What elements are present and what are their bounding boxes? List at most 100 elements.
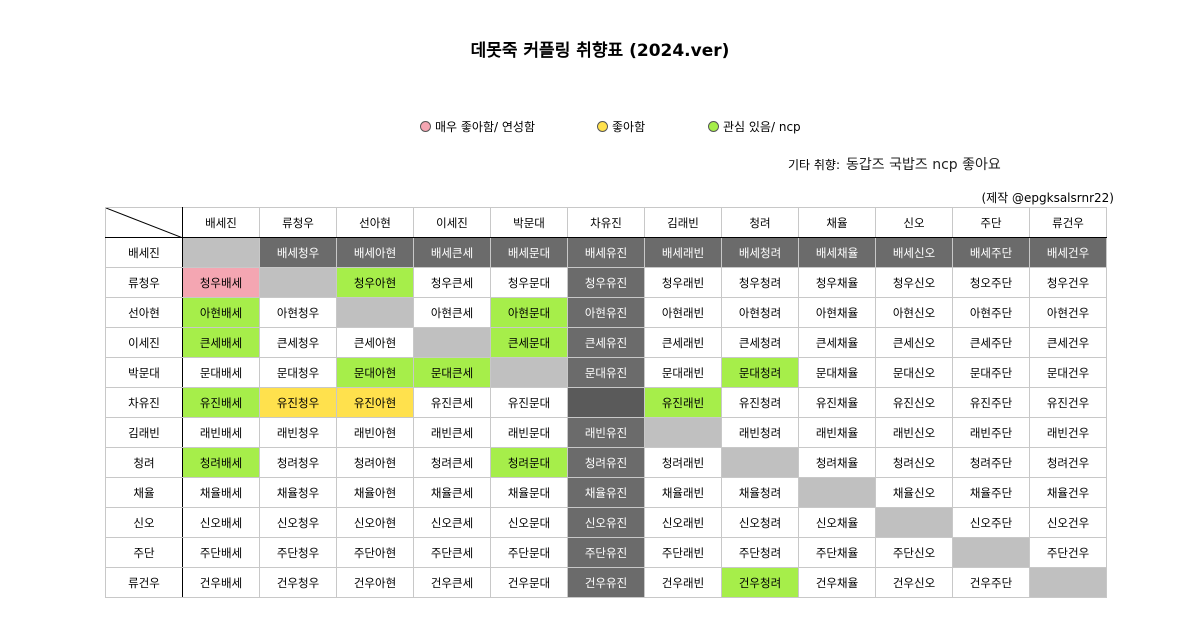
pair-cell: 큰세유진 <box>567 327 645 358</box>
pair-cell: 채율청우 <box>259 477 337 508</box>
pair-cell: 아현채율 <box>798 297 876 328</box>
pair-cell: 건우아현 <box>336 567 414 598</box>
pair-cell: 주단배세 <box>182 537 260 568</box>
column-header: 차유진 <box>567 207 645 238</box>
self-cell <box>567 387 645 418</box>
pair-cell: 문대신오 <box>875 357 953 388</box>
column-header: 신오 <box>875 207 953 238</box>
pair-cell: 아현건우 <box>1029 297 1107 328</box>
pair-cell: 배세청려 <box>721 237 799 268</box>
legend-label: 매우 좋아함/ 연성함 <box>435 120 535 134</box>
pair-cell: 래빈청려 <box>721 417 799 448</box>
pair-cell: 아현청려 <box>721 297 799 328</box>
table-row: 채율 채율배세 채율청우 채율아현 채율큰세 채율문대 채율유진 채율래빈 채율청려 채율신오 채율… <box>105 477 1107 508</box>
pair-cell: 청려문대 <box>490 447 568 478</box>
table-row: 차유진 유진배세 유진청우 유진아현 유진큰세 유진문대 유진래빈 유진청려 유진채율 유진신오 유… <box>105 387 1107 418</box>
pair-cell: 유진신오 <box>875 387 953 418</box>
row-header: 이세진 <box>105 327 183 358</box>
pair-cell: 유진청우 <box>259 387 337 418</box>
table-row: 박문대 문대배세 문대청우 문대아현 문대큰세 문대유진 문대래빈 문대청려 문대채율 문대신오 문… <box>105 357 1107 388</box>
column-header: 류건우 <box>1029 207 1107 238</box>
pair-cell: 배세청우 <box>259 237 337 268</box>
pair-cell: 큰세아현 <box>336 327 414 358</box>
pair-cell: 신오큰세 <box>413 507 491 538</box>
pair-cell: 청우청려 <box>721 267 799 298</box>
row-header: 김래빈 <box>105 417 183 448</box>
pair-cell: 청우큰세 <box>413 267 491 298</box>
self-cell <box>182 237 260 268</box>
pair-cell: 래빈주단 <box>952 417 1030 448</box>
corner-cell <box>105 207 183 238</box>
legend-item-like: 좋아함 <box>597 118 645 135</box>
pair-cell: 신오채율 <box>798 507 876 538</box>
pair-cell: 주단문대 <box>490 537 568 568</box>
pair-cell: 신오청우 <box>259 507 337 538</box>
pair-cell: 채율큰세 <box>413 477 491 508</box>
self-cell <box>1029 567 1107 598</box>
pair-cell: 유진큰세 <box>413 387 491 418</box>
table-row: 김래빈 래빈배세 래빈청우 래빈아현 래빈큰세 래빈문대 래빈유진 래빈청려 래빈채율 래빈신오 래… <box>105 417 1107 448</box>
etc-label: 기타 취향: <box>788 158 841 172</box>
column-header: 채율 <box>798 207 876 238</box>
self-cell <box>490 357 568 388</box>
pair-cell: 주단신오 <box>875 537 953 568</box>
pair-cell: 청려아현 <box>336 447 414 478</box>
pair-cell: 문대청우 <box>259 357 337 388</box>
coupling-table: 배세진 류청우 선아현 이세진 박문대 차유진 김래빈 청려 채율 신오 주단 류건우 배세진 배세청우 배… <box>105 207 1107 598</box>
table-row: 류청우 청우배세 청우아현 청우큰세 청우문대 청우유진 청우래빈 청우청려 청우채율 청우신오 청… <box>105 267 1107 298</box>
row-header: 류청우 <box>105 267 183 298</box>
pair-cell: 아현신오 <box>875 297 953 328</box>
pair-cell: 큰세주단 <box>952 327 1030 358</box>
pair-cell: 문대배세 <box>182 357 260 388</box>
self-cell <box>336 297 414 328</box>
pair-cell: 래빈청우 <box>259 417 337 448</box>
pair-cell: 아현래빈 <box>644 297 722 328</box>
table-row: 선아현 아현배세 아현청우 아현큰세 아현문대 아현유진 아현래빈 아현청려 아현채율 아현신오 아… <box>105 297 1107 328</box>
pair-cell: 유진배세 <box>182 387 260 418</box>
table-row: 신오 신오배세 신오청우 신오아현 신오큰세 신오문대 신오유진 신오래빈 신오청려 신오채율 신오… <box>105 507 1107 538</box>
pair-cell: 문대큰세 <box>413 357 491 388</box>
pair-cell: 건우주단 <box>952 567 1030 598</box>
green-dot-icon <box>708 121 719 132</box>
pair-cell: 아현큰세 <box>413 297 491 328</box>
pair-cell: 청려큰세 <box>413 447 491 478</box>
pair-cell: 큰세배세 <box>182 327 260 358</box>
pair-cell: 문대건우 <box>1029 357 1107 388</box>
pair-cell: 래빈유진 <box>567 417 645 448</box>
pair-cell: 청려배세 <box>182 447 260 478</box>
pair-cell: 청려채율 <box>798 447 876 478</box>
row-header: 청려 <box>105 447 183 478</box>
pair-cell: 청우래빈 <box>644 267 722 298</box>
pair-cell: 아현유진 <box>567 297 645 328</box>
self-cell <box>952 537 1030 568</box>
pair-cell: 문대주단 <box>952 357 1030 388</box>
pair-cell: 신오유진 <box>567 507 645 538</box>
row-header: 배세진 <box>105 237 183 268</box>
pair-cell: 건우큰세 <box>413 567 491 598</box>
pair-cell: 신오아현 <box>336 507 414 538</box>
pair-cell: 문대래빈 <box>644 357 722 388</box>
legend-item-interested: 관심 있음/ ncp <box>708 118 801 135</box>
pair-cell: 큰세채율 <box>798 327 876 358</box>
pair-cell: 아현주단 <box>952 297 1030 328</box>
pair-cell: 청우유진 <box>567 267 645 298</box>
pink-dot-icon <box>420 121 431 132</box>
diagonal-line-icon <box>106 208 183 238</box>
self-cell <box>798 477 876 508</box>
pair-cell: 유진문대 <box>490 387 568 418</box>
pair-cell: 채율래빈 <box>644 477 722 508</box>
pair-cell: 채율건우 <box>1029 477 1107 508</box>
row-header: 신오 <box>105 507 183 538</box>
pair-cell: 주단아현 <box>336 537 414 568</box>
pair-cell: 배세건우 <box>1029 237 1107 268</box>
self-cell <box>875 507 953 538</box>
pair-cell: 신오래빈 <box>644 507 722 538</box>
pair-cell: 배세문대 <box>490 237 568 268</box>
pair-cell: 신오주단 <box>952 507 1030 538</box>
pair-cell: 배세아현 <box>336 237 414 268</box>
legend-label: 관심 있음/ ncp <box>723 120 801 134</box>
pair-cell: 래빈신오 <box>875 417 953 448</box>
pair-cell: 배세큰세 <box>413 237 491 268</box>
pair-cell: 채율유진 <box>567 477 645 508</box>
column-header: 박문대 <box>490 207 568 238</box>
